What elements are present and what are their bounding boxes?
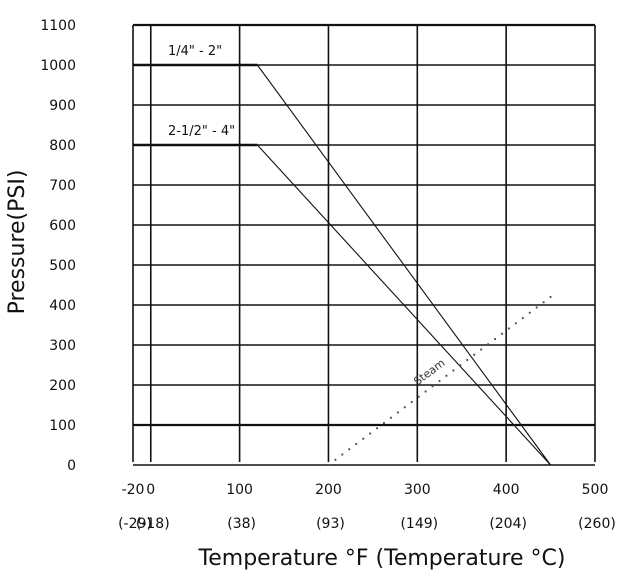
steam-dot (500, 332, 504, 335)
x-axis-label: Temperature °F (Temperature °C) (198, 546, 566, 571)
x-celsius-label: (204) (489, 516, 527, 532)
steam-dot (417, 395, 420, 398)
y-axis-ticks: 0 100 200 300 400 500 600 700 800 900 1000 1100 (40, 18, 76, 474)
x-tick-label: 300 (404, 482, 431, 498)
steam-dot (493, 337, 497, 341)
x-tick-label: 0 (146, 482, 155, 498)
chart-grid (132, 23, 596, 466)
y-tick-label: 500 (49, 258, 76, 274)
x-axis-ticks: -20 0 100 200 300 400 500 (122, 482, 609, 498)
steam-dot (514, 322, 517, 325)
y-tick-label: 700 (49, 178, 76, 194)
y-tick-label: 400 (49, 298, 76, 314)
x-tick-label: 400 (493, 482, 520, 498)
steam-dot (528, 311, 531, 314)
steam-dot (334, 458, 337, 461)
y-tick-label: 200 (49, 378, 76, 394)
x-celsius-label: (93) (316, 516, 345, 532)
x-celsius-label: (149) (400, 516, 438, 532)
steam-dot (341, 453, 344, 456)
steam-dot (431, 385, 434, 388)
steam-dot (403, 406, 406, 409)
steam-dot (327, 463, 330, 467)
steam-dot (410, 400, 413, 404)
steam-dot (542, 301, 545, 304)
x-celsius-label: (260) (578, 516, 616, 532)
steam-dot (480, 348, 483, 351)
x-celsius-label: (-29) (118, 516, 152, 532)
y-tick-label: 0 (67, 458, 76, 474)
y-tick-label: 100 (49, 418, 76, 434)
x-tick-label: 100 (226, 482, 253, 498)
steam-dot (375, 427, 379, 430)
y-tick-label: 800 (49, 138, 76, 154)
y-tick-label: 900 (49, 98, 76, 114)
steam-dot (355, 442, 358, 446)
steam-dot (473, 353, 476, 356)
steam-dot (369, 432, 372, 435)
y-tick-label: 1000 (40, 58, 76, 74)
y-tick-label: 600 (49, 218, 76, 234)
y-axis-label: Pressure(PSI) (5, 170, 30, 315)
series-label-1: 2-1/2" - 4" (168, 124, 235, 139)
steam-dot (459, 364, 462, 367)
steam-dot (521, 316, 524, 320)
series-labels: 1/4" - 2"2-1/2" - 4"Steam (168, 44, 447, 388)
steam-dot (438, 379, 441, 383)
series-line-decline-1 (256, 144, 551, 466)
steam-dot (487, 343, 490, 346)
steam-dot (507, 327, 511, 330)
steam-dot (452, 369, 455, 372)
y-tick-label: 1100 (40, 18, 76, 34)
steam-dot (396, 411, 399, 414)
x-celsius-label: (38) (227, 516, 256, 532)
steam-dot (362, 437, 365, 440)
steam-dot (445, 374, 448, 377)
x-tick-label: 500 (582, 482, 609, 498)
series-line-decline-0 (256, 64, 552, 466)
x-tick-label: 200 (315, 482, 342, 498)
x-tick-label: -20 (122, 482, 145, 498)
steam-dot (348, 448, 351, 451)
steam-dot (382, 421, 386, 425)
steam-dot (389, 416, 393, 419)
series-label-0: 1/4" - 2" (168, 44, 222, 59)
steam-dot (424, 390, 427, 393)
steam-dot (549, 295, 552, 299)
x-celsius-label: (-18) (136, 516, 170, 532)
steam-dot (466, 358, 469, 362)
chart-series (133, 63, 552, 467)
x-axis-celsius-ticks: (-29)(-18) (38) (93) (149) (204) (260) (118, 516, 616, 532)
y-tick-label: 300 (49, 338, 76, 354)
steam-dot (535, 306, 538, 309)
